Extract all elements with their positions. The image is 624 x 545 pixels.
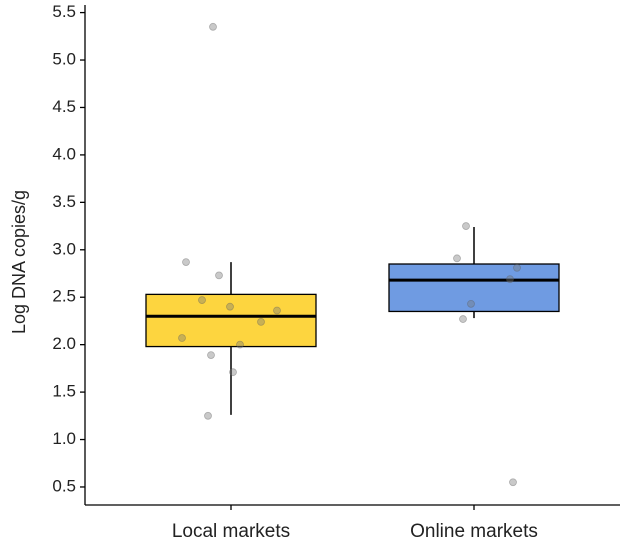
y-tick-label: 1.0: [52, 429, 76, 448]
data-point: [459, 315, 467, 323]
data-point: [453, 254, 461, 263]
y-tick-label: 1.5: [52, 382, 76, 401]
data-point: [215, 271, 223, 280]
data-point: [257, 317, 265, 326]
x-tick-label: Online markets: [410, 521, 538, 542]
data-point: [506, 275, 514, 284]
data-point: [209, 22, 217, 31]
y-tick-label: 5.0: [52, 50, 76, 69]
y-tick-label: 3.5: [52, 192, 76, 211]
data-point: [467, 299, 475, 308]
data-point: [207, 351, 215, 359]
data-point: [513, 263, 521, 272]
x-tick-label: Local markets: [172, 521, 290, 542]
y-tick-label: 4.5: [52, 97, 76, 116]
data-point: [226, 302, 234, 311]
y-tick-label: 2.0: [52, 334, 76, 353]
data-point: [198, 296, 206, 304]
data-point: [509, 478, 517, 487]
box: [388, 263, 560, 313]
data-point: [229, 368, 237, 377]
y-axis-title: Log DNA copies/g: [9, 190, 29, 334]
data-point: [236, 340, 244, 349]
y-tick-label: 0.5: [52, 476, 76, 495]
y-tick-label: 2.5: [52, 287, 76, 306]
y-tick-label: 4.0: [52, 144, 76, 163]
y-tick-label: 5.5: [52, 2, 76, 21]
y-tick-label: 3.0: [52, 239, 76, 258]
data-point: [178, 334, 186, 342]
data-point: [273, 306, 281, 315]
data-point: [204, 411, 212, 420]
data-point: [462, 222, 470, 230]
box: [145, 293, 317, 348]
data-point: [182, 258, 190, 267]
